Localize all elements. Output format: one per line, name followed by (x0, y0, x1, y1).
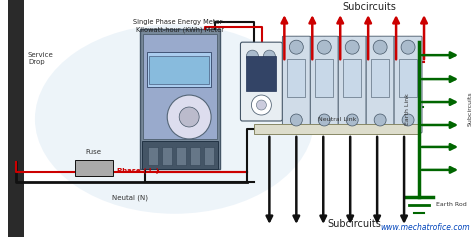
FancyBboxPatch shape (338, 36, 366, 133)
Circle shape (373, 40, 387, 54)
FancyBboxPatch shape (283, 36, 310, 133)
Text: Earth Rod: Earth Rod (436, 202, 467, 207)
Bar (315, 59, 333, 97)
Text: Single Phase Energy Meter -
Kilowatt-hour (KWh) Meter: Single Phase Energy Meter - Kilowatt-hou… (133, 19, 227, 33)
Bar (146, 52, 210, 87)
FancyBboxPatch shape (394, 36, 422, 133)
Text: Fuse: Fuse (86, 149, 102, 155)
FancyBboxPatch shape (240, 42, 283, 121)
Bar (190, 147, 200, 165)
Bar (203, 147, 213, 165)
Circle shape (167, 95, 211, 139)
Bar (287, 59, 305, 97)
Bar (149, 56, 209, 84)
Circle shape (374, 114, 386, 126)
Bar (371, 59, 389, 97)
Circle shape (246, 50, 258, 62)
FancyBboxPatch shape (366, 36, 394, 133)
Circle shape (289, 40, 303, 54)
Bar (8, 0, 24, 237)
Bar (140, 29, 219, 169)
Text: www.mechatrofice.com: www.mechatrofice.com (380, 223, 470, 232)
Bar (246, 56, 276, 91)
Circle shape (346, 114, 358, 126)
Text: Neutral Link: Neutral Link (318, 117, 356, 122)
Bar (142, 141, 218, 169)
Bar (175, 147, 186, 165)
Text: Subcircuits: Subcircuits (342, 2, 396, 12)
Circle shape (345, 40, 359, 54)
Bar (75, 160, 113, 176)
Bar (143, 34, 217, 139)
Text: Earth Link: Earth Link (405, 93, 410, 125)
Circle shape (401, 40, 415, 54)
Circle shape (318, 114, 330, 126)
Bar (399, 59, 417, 97)
Bar (343, 59, 361, 97)
Ellipse shape (35, 24, 314, 214)
Bar (148, 147, 158, 165)
Circle shape (291, 114, 302, 126)
Circle shape (402, 114, 414, 126)
Text: Neutal (N): Neutal (N) (112, 195, 148, 201)
Text: Subcircuits: Subcircuits (468, 92, 473, 126)
Text: Phase ( L ): Phase ( L ) (117, 168, 159, 174)
Text: Subcircuits: Subcircuits (327, 219, 381, 229)
Circle shape (256, 100, 266, 110)
FancyBboxPatch shape (310, 36, 338, 133)
Text: Service
Drop: Service Drop (28, 52, 54, 65)
Circle shape (264, 50, 275, 62)
Circle shape (179, 107, 199, 127)
Circle shape (317, 40, 331, 54)
Bar (255, 124, 419, 134)
Bar (162, 147, 172, 165)
Circle shape (251, 95, 272, 115)
